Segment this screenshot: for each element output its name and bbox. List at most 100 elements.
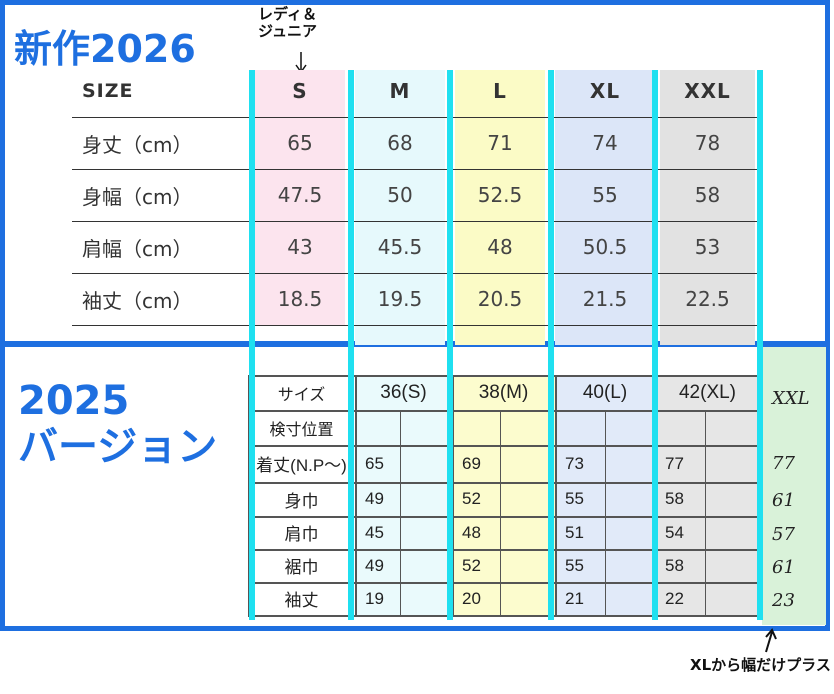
handwritten-value: 61 bbox=[772, 490, 795, 511]
value-cell: 58 bbox=[665, 555, 684, 575]
value-cell: 71 bbox=[487, 131, 513, 155]
col-line bbox=[355, 375, 357, 615]
column-bg bbox=[655, 375, 758, 615]
handwritten-value: XXL bbox=[772, 388, 810, 409]
value-cell: 52.5 bbox=[477, 183, 523, 207]
value-cell: 53 bbox=[694, 235, 721, 259]
value-cell: 68 bbox=[387, 131, 413, 155]
value-cell: 47.5 bbox=[277, 183, 323, 207]
value-cell: 73 bbox=[565, 453, 584, 473]
note: レディ＆ ジュニア bbox=[258, 6, 317, 40]
footnote-arrow bbox=[765, 628, 777, 653]
bottom-title: 2025 バージョン bbox=[18, 378, 217, 470]
separator bbox=[757, 70, 763, 620]
value-cell: 55 bbox=[565, 489, 584, 508]
column-bg bbox=[355, 70, 445, 345]
value-cell: 50 bbox=[387, 183, 413, 207]
row-line bbox=[248, 482, 760, 484]
header-cell: L bbox=[493, 79, 507, 103]
value-cell: 52 bbox=[462, 489, 481, 508]
value-cell: 74 bbox=[592, 131, 618, 155]
row-line bbox=[248, 445, 760, 447]
header-cell: サイズ bbox=[277, 386, 326, 404]
value-cell: 45 bbox=[365, 522, 384, 542]
row-line bbox=[248, 375, 760, 377]
header-cell: S bbox=[292, 79, 308, 103]
handwritten-area bbox=[762, 347, 826, 625]
footnote: XLから幅だけプラス bbox=[690, 656, 831, 674]
subheader: 検寸位置 bbox=[269, 421, 334, 439]
column-bg bbox=[555, 70, 655, 345]
handwritten-value: 57 bbox=[772, 524, 795, 545]
value-cell: 54 bbox=[665, 522, 684, 542]
value-cell: 51 bbox=[565, 522, 584, 542]
row-line bbox=[72, 273, 762, 274]
separator bbox=[652, 70, 658, 620]
value-cell: 43 bbox=[287, 235, 313, 259]
value-cell: 55 bbox=[565, 555, 584, 575]
title: 新作2026 bbox=[14, 27, 196, 71]
header-cell: SIZE bbox=[82, 80, 134, 102]
value-cell: 22 bbox=[665, 588, 684, 608]
value-cell: 48 bbox=[462, 522, 481, 542]
column-bg bbox=[355, 375, 452, 615]
row-label: 身幅（cm） bbox=[82, 184, 193, 209]
col-line bbox=[705, 410, 706, 615]
value-cell: 49 bbox=[365, 555, 384, 575]
value-cell: 19.5 bbox=[377, 287, 423, 311]
value-cell: 52 bbox=[462, 555, 481, 575]
header-cell: 36(S) bbox=[380, 381, 427, 403]
separator bbox=[348, 70, 354, 620]
row-label: 袖丈 bbox=[284, 591, 319, 610]
handwritten-value: 23 bbox=[772, 590, 795, 611]
value-cell: 20.5 bbox=[477, 287, 523, 311]
separator bbox=[548, 70, 554, 620]
value-cell: 49 bbox=[365, 489, 384, 508]
value-cell: 77 bbox=[665, 453, 684, 473]
value-cell: 18.5 bbox=[277, 287, 323, 311]
value-cell: 78 bbox=[694, 131, 721, 155]
header-cell: 38(M) bbox=[478, 381, 529, 403]
row-line bbox=[248, 582, 760, 584]
bottom-title-line: バージョン bbox=[18, 424, 218, 470]
value-cell: 19 bbox=[365, 588, 384, 608]
row-line bbox=[248, 516, 760, 518]
row-line bbox=[72, 117, 762, 118]
value-cell: 69 bbox=[462, 453, 481, 473]
column-bg bbox=[660, 70, 755, 345]
separator bbox=[447, 70, 453, 620]
note-line: レディ＆ bbox=[258, 5, 317, 23]
row-label: 着丈(N.P〜) bbox=[256, 456, 347, 475]
separator bbox=[249, 70, 255, 620]
value-cell: 21.5 bbox=[582, 287, 628, 311]
bottom-title-line: 2025 bbox=[18, 378, 130, 424]
handwritten-value: 77 bbox=[772, 453, 795, 474]
col-line bbox=[400, 410, 401, 615]
value-cell: 65 bbox=[287, 131, 313, 155]
row-line bbox=[248, 549, 760, 551]
value-cell: 65 bbox=[365, 453, 384, 473]
value-cell: 48 bbox=[487, 235, 513, 259]
header-cell: XL bbox=[589, 79, 621, 103]
row-label: 裾巾 bbox=[284, 558, 319, 577]
column-bg bbox=[455, 70, 545, 345]
value-cell: 55 bbox=[592, 183, 618, 207]
col-line bbox=[248, 375, 250, 615]
row-label: 肩巾 bbox=[284, 525, 319, 544]
value-cell: 22.5 bbox=[685, 287, 730, 311]
row-line bbox=[72, 221, 762, 222]
header-cell: 42(XL) bbox=[678, 381, 737, 403]
value-cell: 45.5 bbox=[377, 235, 423, 259]
value-cell: 58 bbox=[694, 183, 721, 207]
header-cell: 40(L) bbox=[582, 381, 628, 403]
col-line bbox=[555, 375, 557, 615]
row-label: 袖丈（cm） bbox=[82, 288, 193, 313]
row-line bbox=[248, 410, 760, 412]
row-line bbox=[72, 169, 762, 170]
value-cell: 20 bbox=[462, 588, 481, 608]
col-line bbox=[605, 410, 606, 615]
row-label: 肩幅（cm） bbox=[82, 236, 193, 261]
header-cell: M bbox=[389, 79, 411, 103]
value-cell: 58 bbox=[665, 489, 684, 508]
